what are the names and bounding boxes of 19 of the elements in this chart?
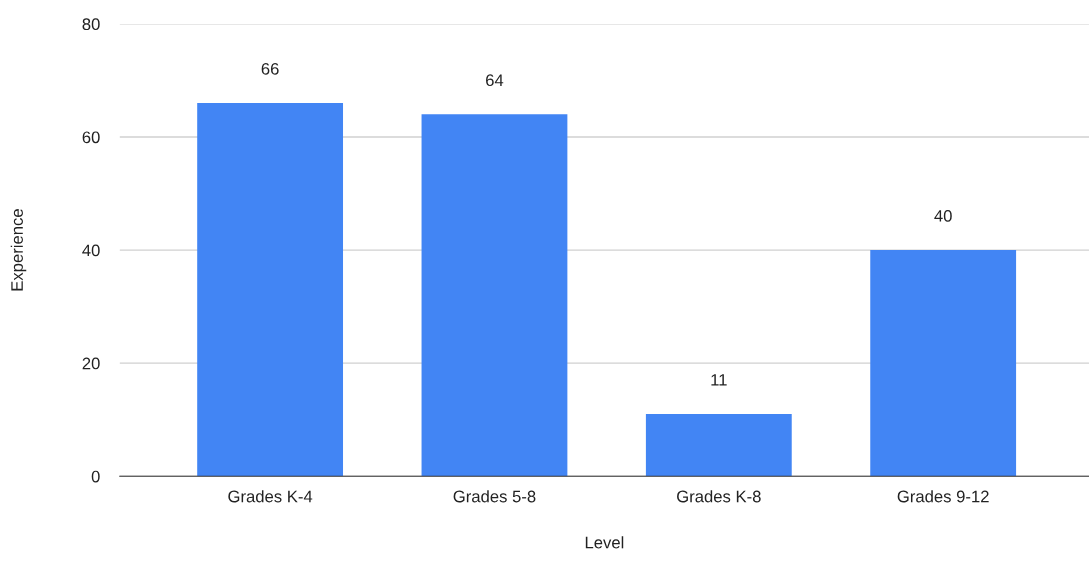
data-label: 11 [711, 374, 727, 386]
y-tick-label: 20 [82, 357, 100, 370]
data-label: 40 [934, 209, 952, 222]
y-tick-label: 60 [82, 131, 100, 144]
bar [197, 103, 344, 477]
y-tick-label: 40 [82, 244, 100, 257]
data-label: 64 [486, 74, 504, 87]
bar [645, 414, 792, 477]
x-tick-label: Grades K-4 [228, 490, 313, 503]
x-axis-title: Level [585, 536, 624, 549]
y-axis-title: Experience [10, 209, 27, 291]
bar [870, 250, 1017, 477]
x-tick-label: Grades 9-12 [897, 490, 989, 503]
bar [421, 114, 568, 477]
y-tick-label: 80 [82, 18, 100, 31]
x-tick-label: Grades K-8 [677, 490, 761, 503]
data-label: 66 [261, 62, 279, 75]
y-tick-label: 0 [91, 470, 100, 483]
x-tick-label: Grades 5-8 [453, 490, 536, 503]
